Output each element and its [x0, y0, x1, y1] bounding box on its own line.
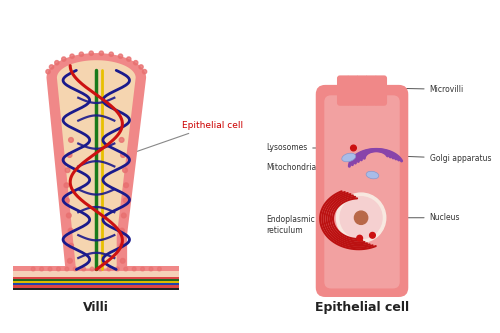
- FancyBboxPatch shape: [346, 75, 360, 106]
- Circle shape: [64, 198, 70, 203]
- Polygon shape: [46, 53, 146, 269]
- Circle shape: [124, 267, 128, 271]
- Circle shape: [65, 168, 70, 172]
- Circle shape: [119, 243, 124, 248]
- FancyBboxPatch shape: [14, 268, 179, 282]
- FancyBboxPatch shape: [356, 75, 368, 106]
- Circle shape: [46, 70, 50, 74]
- Circle shape: [120, 153, 126, 158]
- FancyBboxPatch shape: [14, 268, 179, 277]
- Circle shape: [119, 138, 124, 142]
- Circle shape: [134, 61, 138, 65]
- Circle shape: [123, 198, 128, 203]
- Circle shape: [99, 51, 103, 55]
- Bar: [14, 285, 179, 288]
- Text: Villi: Villi: [84, 301, 109, 314]
- Circle shape: [90, 267, 94, 271]
- Bar: [14, 279, 179, 281]
- Circle shape: [79, 52, 84, 56]
- Circle shape: [67, 153, 72, 158]
- Text: Epithelial cell: Epithelial cell: [315, 301, 409, 314]
- Bar: [14, 283, 179, 285]
- FancyBboxPatch shape: [337, 75, 350, 106]
- Circle shape: [68, 138, 73, 142]
- Circle shape: [82, 267, 86, 271]
- Circle shape: [116, 267, 119, 271]
- Text: Microvilli: Microvilli: [390, 85, 464, 94]
- Circle shape: [40, 267, 44, 271]
- Circle shape: [107, 267, 111, 271]
- Circle shape: [66, 213, 71, 218]
- Circle shape: [68, 258, 72, 263]
- FancyBboxPatch shape: [14, 266, 179, 271]
- Circle shape: [340, 197, 382, 239]
- Circle shape: [50, 65, 54, 69]
- Text: Mitochondria: Mitochondria: [266, 161, 325, 172]
- Text: Epithelial cell: Epithelial cell: [133, 121, 243, 153]
- FancyBboxPatch shape: [316, 85, 408, 297]
- Text: Nucleus: Nucleus: [399, 213, 460, 222]
- Circle shape: [354, 211, 368, 224]
- Circle shape: [140, 267, 144, 271]
- Circle shape: [158, 267, 162, 271]
- Circle shape: [139, 65, 143, 69]
- Bar: [14, 288, 179, 290]
- Circle shape: [357, 235, 362, 241]
- Circle shape: [64, 183, 69, 187]
- Circle shape: [124, 183, 128, 187]
- Circle shape: [68, 243, 73, 248]
- Text: Golgi apparatus: Golgi apparatus: [399, 154, 491, 163]
- Polygon shape: [57, 60, 136, 268]
- Circle shape: [142, 70, 146, 74]
- FancyBboxPatch shape: [324, 95, 400, 288]
- Circle shape: [98, 267, 102, 271]
- Circle shape: [126, 57, 131, 61]
- Circle shape: [48, 267, 52, 271]
- Circle shape: [54, 61, 59, 65]
- Circle shape: [56, 267, 60, 271]
- Circle shape: [149, 267, 153, 271]
- Ellipse shape: [342, 153, 355, 162]
- Circle shape: [89, 51, 94, 55]
- FancyBboxPatch shape: [374, 75, 387, 106]
- Circle shape: [109, 52, 114, 56]
- Text: Lysosomes: Lysosomes: [266, 144, 325, 153]
- Bar: [14, 277, 179, 279]
- Circle shape: [120, 228, 124, 233]
- Circle shape: [120, 258, 125, 263]
- Circle shape: [65, 267, 68, 271]
- Circle shape: [32, 267, 35, 271]
- Circle shape: [74, 267, 77, 271]
- Circle shape: [132, 267, 136, 271]
- Circle shape: [336, 193, 386, 242]
- Circle shape: [62, 57, 66, 61]
- Circle shape: [370, 232, 376, 238]
- Circle shape: [70, 54, 74, 58]
- Circle shape: [68, 228, 73, 233]
- Ellipse shape: [366, 171, 379, 179]
- Circle shape: [122, 168, 128, 172]
- Circle shape: [122, 213, 126, 218]
- Bar: [14, 281, 179, 283]
- FancyBboxPatch shape: [364, 75, 378, 106]
- Circle shape: [350, 145, 356, 151]
- Circle shape: [118, 54, 122, 58]
- Text: Endoplasmic
reticulum: Endoplasmic reticulum: [266, 214, 325, 234]
